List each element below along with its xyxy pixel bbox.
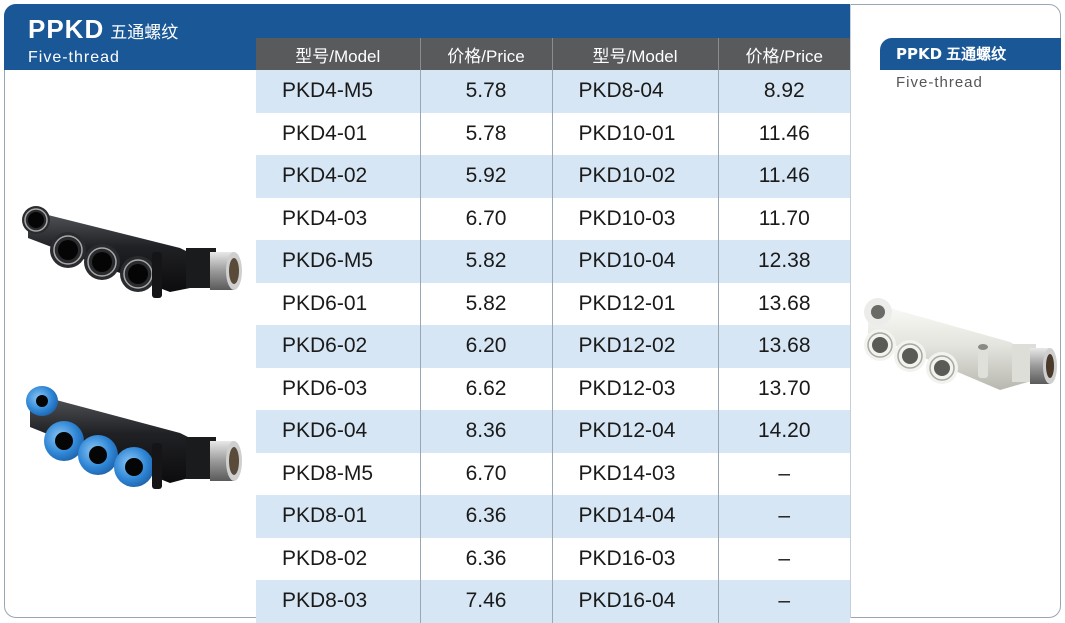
side-product-name-en: Five-thread <box>896 74 983 91</box>
price-cell: 6.62 <box>420 367 553 410</box>
price-cell: – <box>718 537 850 580</box>
model-cell: PKD6-03 <box>256 367 421 410</box>
product-name-en: Five-thread <box>28 49 120 66</box>
model-cell: PKD12-02 <box>552 325 719 368</box>
model-cell: PKD12-03 <box>552 367 719 410</box>
column-header-price: 价格/Price <box>718 38 850 70</box>
price-cell: 13.68 <box>718 325 850 368</box>
price-cell: 5.78 <box>420 70 553 113</box>
table-row: PKD8-03 7.46 PKD16-04 – <box>256 580 850 623</box>
table-row: PKD6-M5 5.82 PKD10-04 12.38 <box>256 240 850 283</box>
price-cell: 11.70 <box>718 197 850 240</box>
model-cell: PKD8-02 <box>256 537 421 580</box>
model-cell: PKD6-04 <box>256 410 421 453</box>
model-cell: PKD8-03 <box>256 580 421 623</box>
price-cell: 6.36 <box>420 495 553 538</box>
table-row: PKD6-02 6.20 PKD12-02 13.68 <box>256 325 850 368</box>
price-cell: 5.82 <box>420 240 553 283</box>
model-cell: PKD6-02 <box>256 325 421 368</box>
table-row: PKD6-01 5.82 PKD12-01 13.68 <box>256 282 850 325</box>
price-cell: 5.92 <box>420 155 553 198</box>
table-row: PKD6-04 8.36 PKD12-04 14.20 <box>256 410 850 453</box>
model-cell: PKD10-01 <box>552 112 719 155</box>
column-header-price: 价格/Price <box>420 38 553 70</box>
product-code: PPKD <box>28 14 105 44</box>
price-cell: 6.70 <box>420 452 553 495</box>
column-header-model: 型号/Model <box>552 38 719 70</box>
table-row: PKD8-02 6.36 PKD16-03 – <box>256 537 850 580</box>
price-table-header: 型号/Model 价格/Price 型号/Model 价格/Price <box>256 38 850 70</box>
panel-divider <box>850 4 851 618</box>
table-row: PKD4-01 5.78 PKD10-01 11.46 <box>256 112 850 155</box>
side-product-name-cn: 五通螺纹 <box>946 45 1007 63</box>
price-cell: 11.46 <box>718 112 850 155</box>
side-label-tab: PPKD 五通螺纹 <box>880 38 1061 70</box>
model-cell: PKD14-04 <box>552 495 719 538</box>
section-title: PPKD 五通螺纹 <box>28 14 178 45</box>
price-cell: 12.38 <box>718 240 850 283</box>
price-cell: 13.68 <box>718 282 850 325</box>
table-row: PKD8-M5 6.70 PKD14-03 – <box>256 452 850 495</box>
model-cell: PKD4-01 <box>256 112 421 155</box>
model-cell: PKD4-M5 <box>256 70 421 113</box>
model-cell: PKD12-01 <box>552 282 719 325</box>
price-cell: – <box>718 495 850 538</box>
model-cell: PKD10-02 <box>552 155 719 198</box>
side-product-code: PPKD <box>896 45 943 63</box>
price-cell: – <box>718 580 850 623</box>
price-cell: 13.70 <box>718 367 850 410</box>
price-cell: 5.78 <box>420 112 553 155</box>
model-cell: PKD6-M5 <box>256 240 421 283</box>
model-cell: PKD4-03 <box>256 197 421 240</box>
model-cell: PKD14-03 <box>552 452 719 495</box>
black-fitting-image <box>22 206 242 298</box>
price-cell: 8.36 <box>420 410 553 453</box>
model-cell: PKD6-01 <box>256 282 421 325</box>
table-row: PKD4-02 5.92 PKD10-02 11.46 <box>256 155 850 198</box>
model-cell: PKD10-03 <box>552 197 719 240</box>
model-cell: PKD16-03 <box>552 537 719 580</box>
price-cell: 7.46 <box>420 580 553 623</box>
model-cell: PKD4-02 <box>256 155 421 198</box>
model-cell: PKD8-M5 <box>256 452 421 495</box>
price-cell: 14.20 <box>718 410 850 453</box>
table-row: PKD4-03 6.70 PKD10-03 11.70 <box>256 197 850 240</box>
price-cell: 11.46 <box>718 155 850 198</box>
price-cell: 6.20 <box>420 325 553 368</box>
price-table: 型号/Model 价格/Price 型号/Model 价格/Price PKD4… <box>256 38 850 623</box>
price-cell: 5.82 <box>420 282 553 325</box>
model-cell: PKD16-04 <box>552 580 719 623</box>
table-row: PKD4-M5 5.78 PKD8-04 8.92 <box>256 70 850 113</box>
model-cell: PKD12-04 <box>552 410 719 453</box>
price-cell: 6.36 <box>420 537 553 580</box>
price-cell: 6.70 <box>420 197 553 240</box>
model-cell: PKD10-04 <box>552 240 719 283</box>
table-row: PKD6-03 6.62 PKD12-03 13.70 <box>256 367 850 410</box>
model-cell: PKD8-01 <box>256 495 421 538</box>
price-cell: – <box>718 452 850 495</box>
table-row: PKD8-01 6.36 PKD14-04 – <box>256 495 850 538</box>
product-name-cn: 五通螺纹 <box>110 23 179 43</box>
column-header-model: 型号/Model <box>256 38 421 70</box>
price-cell: 8.92 <box>718 70 850 113</box>
blue-fitting-image <box>26 386 242 489</box>
model-cell: PKD8-04 <box>552 70 719 113</box>
white-fitting-image <box>864 298 1057 390</box>
